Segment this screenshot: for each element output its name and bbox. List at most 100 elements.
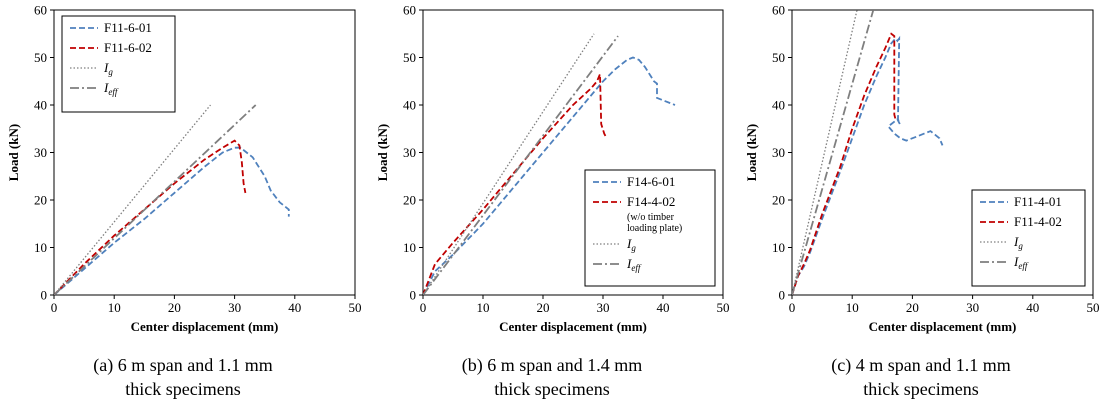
legend-box [971, 189, 1086, 287]
series-line-f14-4-02 [423, 73, 608, 295]
legend-label: F11-6-01 [104, 20, 152, 35]
legend-note: loading plate) [627, 223, 682, 234]
x-axis-label: Center displacement (mm) [131, 319, 279, 334]
legend-label: Ig [626, 236, 636, 253]
y-tick-label: 50 [403, 50, 416, 65]
x-tick-label: 20 [168, 300, 181, 315]
y-tick-label: 40 [772, 98, 785, 113]
x-tick-label: 30 [966, 300, 979, 315]
y-tick-label: 30 [772, 145, 785, 160]
y-tick-label: 40 [403, 98, 416, 113]
series-group [423, 33, 676, 295]
y-tick-label: 60 [403, 3, 416, 18]
x-tick-label: 20 [537, 300, 550, 315]
legend-note: (w/o timber [627, 212, 675, 223]
panel-caption: thick specimens [863, 379, 978, 399]
chart-panel-a: 0 10 20 30 40 50 0 10 20 30 40 50 60 Center displacem… [6, 3, 362, 400]
series-line-ieff [423, 35, 619, 295]
legend-label: Ig [1013, 234, 1023, 251]
x-tick-label: 30 [228, 300, 241, 315]
y-tick-label: 10 [34, 240, 47, 255]
series-line-f14-6-01 [423, 56, 676, 295]
x-tick-label: 10 [108, 300, 121, 315]
series-line-ig [54, 104, 212, 295]
y-tick-label: 50 [772, 50, 785, 65]
x-tick-label: 0 [420, 300, 427, 315]
y-axis-label: Load (kN) [6, 124, 21, 181]
legend-label: Ig [103, 60, 113, 77]
y-axis-label: Load (kN) [744, 124, 759, 181]
series-line-f11-4-02 [792, 32, 897, 295]
x-tick-label: 30 [597, 300, 610, 315]
y-tick-label: 0 [410, 288, 417, 303]
series-line-ieff [54, 104, 257, 295]
series-line-f11-6-01 [54, 146, 290, 295]
legend-label-main: I [1013, 234, 1019, 249]
y-tick-label: 20 [34, 193, 47, 208]
x-tick-label: 20 [906, 300, 919, 315]
legend-label-subscript: eff [1018, 261, 1028, 271]
legend-label: F14-6-01 [627, 174, 675, 189]
y-tick-label: 50 [34, 50, 47, 65]
series-line-ieff [792, 10, 875, 295]
legend-label: F11-4-01 [1014, 194, 1062, 209]
series-line-f11-6-02 [54, 139, 247, 295]
y-tick-label: 0 [779, 288, 786, 303]
series-line-f11-4-01 [792, 35, 944, 295]
chart-panel-c: 0 10 20 30 40 50 0 10 20 30 40 50 60 Center displacem… [744, 3, 1100, 400]
x-tick-label: 40 [1026, 300, 1039, 315]
legend-label: Ieff [1013, 254, 1029, 271]
x-tick-label: 40 [657, 300, 670, 315]
legend-label-main: I [626, 236, 632, 251]
series-group [54, 104, 290, 295]
x-axis-label: Center displacement (mm) [869, 319, 1017, 334]
legend-label-main: I [1013, 254, 1019, 269]
legend-label-subscript: eff [108, 87, 118, 97]
y-axis-label: Load (kN) [375, 124, 390, 181]
y-tick-label: 10 [772, 240, 785, 255]
x-tick-label: 40 [288, 300, 301, 315]
x-tick-label: 10 [477, 300, 490, 315]
x-tick-label: 0 [51, 300, 58, 315]
legend-label-main: I [103, 60, 109, 75]
y-tick-label: 10 [403, 240, 416, 255]
series-group [792, 10, 944, 295]
x-tick-label: 50 [717, 300, 730, 315]
legend-label-subscript: eff [631, 263, 641, 273]
legend-label: F11-4-02 [1014, 214, 1062, 229]
legend-label-subscript: g [108, 67, 113, 77]
y-tick-label: 20 [772, 193, 785, 208]
legend-label: F11-6-02 [104, 40, 152, 55]
y-tick-label: 60 [34, 3, 47, 18]
legend-label-main: I [103, 80, 109, 95]
x-tick-label: 50 [1087, 300, 1100, 315]
x-axis-label: Center displacement (mm) [499, 319, 647, 334]
panel-caption: (c) 4 m span and 1.1 mm [831, 355, 1010, 376]
x-tick-label: 50 [349, 300, 362, 315]
x-tick-label: 10 [846, 300, 859, 315]
panel-caption: (a) 6 m span and 1.1 mm [93, 355, 272, 376]
panel-caption: thick specimens [494, 379, 609, 399]
legend-label-subscript: g [631, 243, 636, 253]
panel-caption: thick specimens [125, 379, 240, 399]
legend-label-main: I [626, 256, 632, 271]
panel-caption: (b) 6 m span and 1.4 mm [462, 355, 642, 376]
legend-label: Ieff [103, 80, 119, 97]
x-tick-label: 0 [789, 300, 796, 315]
y-tick-label: 60 [772, 3, 785, 18]
series-line-ig [423, 33, 595, 295]
y-tick-label: 20 [403, 193, 416, 208]
legend-label-subscript: g [1018, 241, 1023, 251]
legend-box [61, 15, 176, 113]
y-tick-label: 30 [34, 145, 47, 160]
y-tick-label: 30 [403, 145, 416, 160]
legend-label: Ieff [626, 256, 642, 273]
legend-label: F14-4-02 [627, 194, 675, 209]
y-tick-label: 0 [41, 288, 48, 303]
y-tick-label: 40 [34, 98, 47, 113]
legend-box [584, 169, 716, 287]
